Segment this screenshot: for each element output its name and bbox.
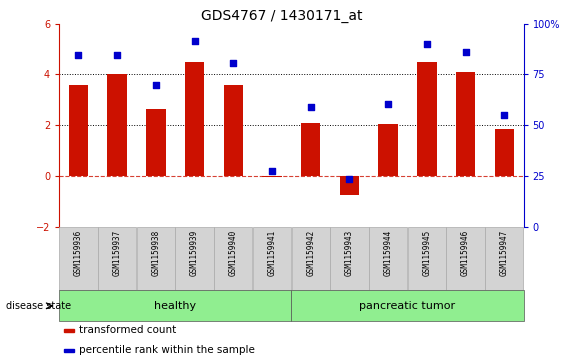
Point — [306, 105, 315, 110]
Bar — [224, 85, 243, 176]
Text: GSM1159937: GSM1159937 — [113, 229, 122, 276]
Text: GSM1159946: GSM1159946 — [461, 229, 470, 276]
Text: GSM1159941: GSM1159941 — [267, 229, 276, 276]
Bar — [64, 329, 74, 332]
Point — [113, 52, 122, 58]
Text: GSM1159947: GSM1159947 — [500, 229, 509, 276]
Text: GSM1159940: GSM1159940 — [229, 229, 238, 276]
Bar — [485, 227, 524, 290]
Text: GSM1159942: GSM1159942 — [306, 229, 315, 276]
Bar — [69, 85, 88, 176]
Bar — [59, 290, 292, 321]
Bar — [98, 227, 136, 290]
Text: pancreatic tumor: pancreatic tumor — [359, 301, 455, 311]
Text: GSM1159944: GSM1159944 — [383, 229, 392, 276]
Text: GSM1159936: GSM1159936 — [74, 229, 83, 276]
Bar — [146, 109, 166, 176]
Bar — [214, 227, 252, 290]
Bar — [137, 227, 175, 290]
Bar — [292, 227, 330, 290]
Text: transformed count: transformed count — [79, 326, 176, 335]
Point — [500, 112, 509, 118]
Point — [422, 41, 431, 47]
Point — [383, 101, 392, 107]
Bar — [253, 227, 291, 290]
Point — [345, 176, 354, 182]
Point — [461, 49, 470, 54]
Bar — [59, 227, 97, 290]
Bar — [262, 176, 282, 178]
Bar — [494, 129, 514, 176]
Bar — [339, 176, 359, 195]
Bar — [330, 227, 369, 290]
Bar — [408, 227, 446, 290]
Point — [267, 168, 276, 174]
Bar — [185, 62, 204, 176]
Bar — [301, 123, 320, 176]
Bar — [378, 124, 398, 176]
Point — [74, 52, 83, 58]
Point — [190, 38, 199, 44]
Bar — [292, 290, 524, 321]
Point — [229, 60, 238, 66]
Text: GSM1159945: GSM1159945 — [422, 229, 431, 276]
Text: GSM1159939: GSM1159939 — [190, 229, 199, 276]
Bar — [176, 227, 214, 290]
Text: GDS4767 / 1430171_at: GDS4767 / 1430171_at — [201, 9, 362, 23]
Text: GSM1159938: GSM1159938 — [151, 229, 160, 276]
Bar — [369, 227, 407, 290]
Bar — [456, 72, 475, 176]
Bar — [417, 62, 436, 176]
Bar — [446, 227, 485, 290]
Text: disease state: disease state — [6, 301, 71, 311]
Point — [151, 82, 160, 87]
Bar — [64, 349, 74, 352]
Text: percentile rank within the sample: percentile rank within the sample — [79, 346, 254, 355]
Bar — [108, 74, 127, 176]
Text: GSM1159943: GSM1159943 — [345, 229, 354, 276]
Text: healthy: healthy — [154, 301, 196, 311]
